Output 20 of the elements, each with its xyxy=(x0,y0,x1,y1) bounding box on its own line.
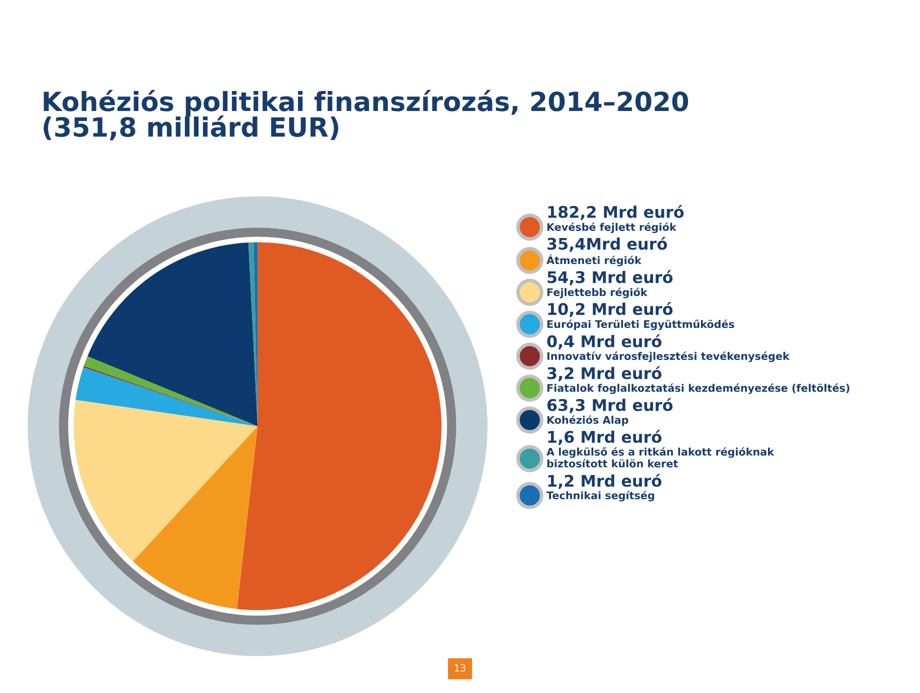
legend-label: A legkülső és a ritkán lakott régióknak biztosított külön keret xyxy=(546,447,774,468)
legend-label: Fiatalok foglalkoztatási kezdeményezése (feltöltés) xyxy=(547,383,850,394)
data-label: 10,2 Mrd euró xyxy=(548,302,673,318)
legend-label: Európai Területi Együttműködés xyxy=(547,320,734,330)
chart-title: Kohéziós politikai finanszírozás, 2014–2020 (351,8 milliárd EUR) xyxy=(44,90,688,140)
legend-label: Fejlettebb régiók xyxy=(547,288,648,298)
data-label: 1,6 Mrd euró xyxy=(548,430,662,445)
data-label: 182,2 Mrd euró xyxy=(548,204,684,220)
text: 13 xyxy=(454,664,466,672)
legend-label: Kohéziós Alap xyxy=(547,415,628,426)
data-label: 54,3 Mrd euró xyxy=(548,270,673,286)
legend-label: Kevésbé fejlett régiók xyxy=(547,222,677,234)
data-label: 0,4 Mrd euró xyxy=(547,334,662,350)
legend-label: Átmeneti régiók xyxy=(546,254,642,266)
data-label: 35,4Mrd euró xyxy=(548,236,667,252)
data-label: 3,2 Mrd euró xyxy=(548,366,662,382)
data-label: 63,3 Mrd euró xyxy=(547,398,673,414)
legend-label: Innovatív városfejlesztési tevékenységek xyxy=(547,352,790,362)
data-label: 1,2 Mrd euró xyxy=(548,474,662,489)
legend-label: Technikai segítség xyxy=(546,490,654,502)
